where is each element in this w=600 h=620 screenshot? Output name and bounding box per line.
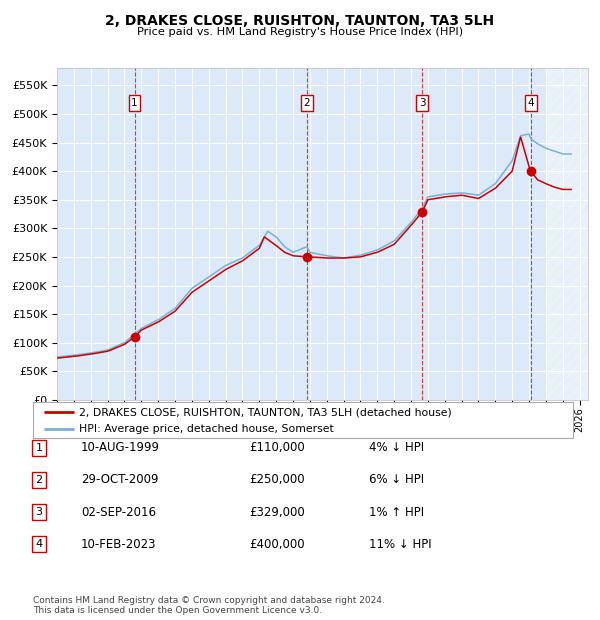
Bar [546,68,588,400]
Text: 2, DRAKES CLOSE, RUISHTON, TAUNTON, TA3 5LH (detached house): 2, DRAKES CLOSE, RUISHTON, TAUNTON, TA3 … [79,407,452,417]
Text: 11% ↓ HPI: 11% ↓ HPI [369,538,431,551]
Text: 2, DRAKES CLOSE, RUISHTON, TAUNTON, TA3 5LH: 2, DRAKES CLOSE, RUISHTON, TAUNTON, TA3 … [106,14,494,28]
Text: £250,000: £250,000 [249,474,305,486]
Text: 3: 3 [35,507,43,517]
Text: 4% ↓ HPI: 4% ↓ HPI [369,441,424,454]
Text: 02-SEP-2016: 02-SEP-2016 [81,506,156,518]
Text: 1: 1 [131,98,138,108]
Text: £110,000: £110,000 [249,441,305,454]
Text: 1% ↑ HPI: 1% ↑ HPI [369,506,424,518]
Text: 29-OCT-2009: 29-OCT-2009 [81,474,158,486]
Text: £400,000: £400,000 [249,538,305,551]
Bar [546,68,588,400]
Text: Price paid vs. HM Land Registry's House Price Index (HPI): Price paid vs. HM Land Registry's House … [137,27,463,37]
Text: Contains HM Land Registry data © Crown copyright and database right 2024.
This d: Contains HM Land Registry data © Crown c… [33,596,385,615]
Text: 6% ↓ HPI: 6% ↓ HPI [369,474,424,486]
Text: 10-FEB-2023: 10-FEB-2023 [81,538,157,551]
Text: £329,000: £329,000 [249,506,305,518]
Text: 10-AUG-1999: 10-AUG-1999 [81,441,160,454]
Text: 4: 4 [35,539,43,549]
Text: 2: 2 [304,98,310,108]
Text: 1: 1 [35,443,43,453]
Text: 3: 3 [419,98,425,108]
Text: 4: 4 [528,98,535,108]
Text: HPI: Average price, detached house, Somerset: HPI: Average price, detached house, Some… [79,424,334,435]
Text: 2: 2 [35,475,43,485]
